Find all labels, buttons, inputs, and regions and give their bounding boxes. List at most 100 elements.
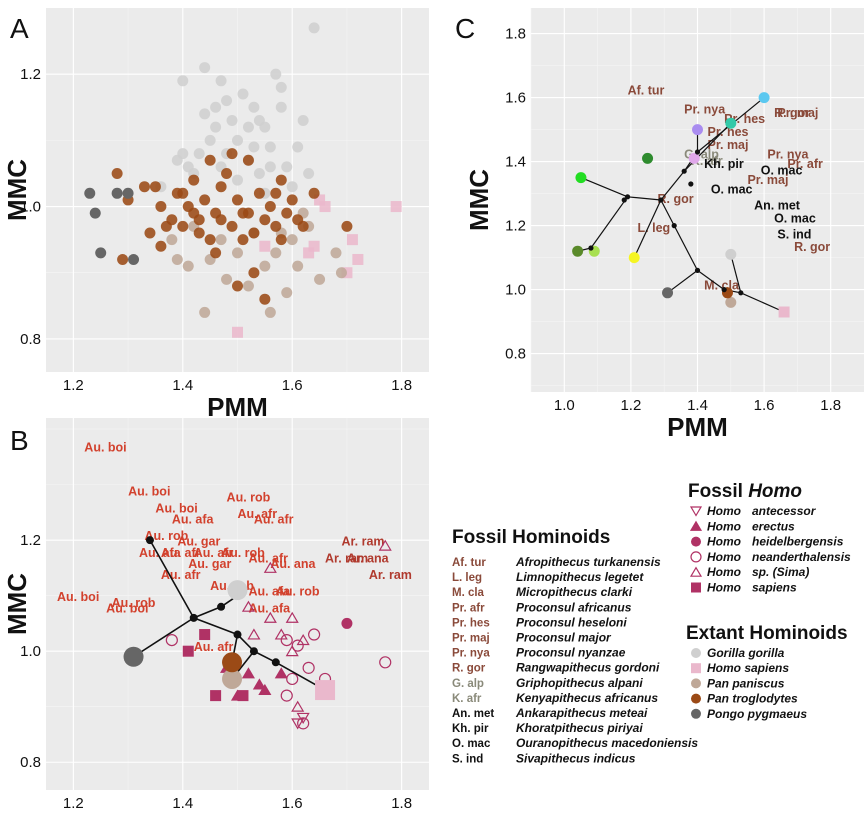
point-gorilla [177, 75, 189, 87]
homo-sima-point [263, 611, 277, 623]
legend-abbr: Kh. pir [452, 723, 489, 735]
x-tick-label: 1.2 [63, 795, 84, 812]
point-troglodytes [188, 207, 200, 219]
taxon-label: Au. boi [84, 440, 126, 454]
extant-mean-pongo [123, 646, 144, 667]
homo-sima-point [263, 561, 277, 573]
legend-extant-label: Gorilla gorilla [707, 646, 785, 660]
taxon-label: Au. afa [248, 585, 291, 599]
x-axis-title: PMM [207, 810, 268, 813]
taxon-label: Au. rob [112, 596, 156, 610]
homo-sapiens-point [237, 690, 249, 702]
tree-edge [193, 606, 222, 619]
point-pongo [89, 207, 101, 219]
legend-name: Kenyapithecus africanus [516, 691, 658, 705]
point-paniscus [166, 234, 178, 246]
legend-marker-homo-0 [689, 506, 703, 517]
point-gorilla [248, 141, 260, 153]
taxon-label: Au. rob [144, 529, 188, 543]
legend-genus: Homo [707, 565, 741, 579]
point-paniscus [314, 273, 326, 285]
homo-sima-point [285, 611, 299, 623]
legend-abbr: K. afr [452, 693, 482, 705]
tree-edge [149, 539, 195, 619]
taxon-label: Au. boi [128, 485, 170, 499]
taxon-label: Au. afr [194, 546, 234, 560]
taxon-label: Au. afr [248, 551, 288, 565]
tree-node [233, 630, 242, 639]
y-tick-label: 1.0 [505, 282, 526, 299]
point-troglodytes [155, 201, 167, 213]
taxon-label: Au. ana [270, 557, 316, 571]
homo-erectus-point [258, 683, 272, 696]
taxon-label: Pr. maj [707, 138, 748, 152]
legend-name: Limnopithecus legetet [516, 570, 644, 584]
point-troglodytes [215, 214, 227, 226]
homo-sima-point [291, 700, 305, 712]
tree-node [217, 602, 226, 611]
point-paniscus [171, 253, 183, 265]
legend-species: antecessor [752, 504, 817, 518]
point-paniscus [330, 247, 342, 259]
legend-abbr: R. gor [452, 663, 486, 675]
taxon-label: O. mac [774, 211, 816, 225]
tree-node [189, 613, 198, 622]
taxon-label: Au. afa [172, 512, 215, 526]
fossil-taxon-point [575, 172, 587, 184]
legend-marker-homo-3 [690, 551, 702, 563]
point-troglodytes [341, 220, 353, 232]
taxon-label: Ar. ram [325, 551, 368, 565]
taxon-label: Pr. afr [787, 157, 823, 171]
legend-name: Khoratpithecus piriyai [516, 721, 643, 735]
point-homo_sapiens_extant [319, 201, 331, 213]
point-troglodytes [149, 181, 161, 193]
point-troglodytes [193, 227, 205, 239]
homo-erectus-point [241, 667, 255, 679]
tree-edge [590, 196, 629, 249]
legend-marker-homo-2 [691, 536, 701, 547]
point-paniscus [335, 267, 347, 279]
point-troglodytes [177, 220, 189, 232]
fossil-taxon-point [628, 252, 640, 264]
point-gorilla [292, 141, 304, 153]
x-axis-title: PMM [667, 412, 728, 442]
y-tick-label: 1.2 [20, 66, 41, 83]
legend-abbr: Pr. afr [452, 602, 485, 614]
taxon-label: O. mac [711, 183, 753, 197]
taxon-label: R. gor [794, 240, 830, 254]
point-gorilla [275, 81, 287, 93]
legend-name: Proconsul heseloni [516, 615, 627, 629]
point-homo_sapiens_extant [314, 194, 326, 206]
point-gorilla [204, 134, 216, 146]
tree-edge [633, 199, 662, 258]
extant-mean-gorilla [725, 248, 737, 260]
point-troglodytes [242, 207, 254, 219]
taxon-label: R. gor [774, 106, 810, 120]
point-gorilla [242, 121, 254, 133]
point-homo_sapiens_extant [352, 253, 364, 265]
point-troglodytes [237, 234, 249, 246]
taxon-label: Au. afr [194, 640, 234, 654]
taxon-label: Au. afa [248, 601, 291, 615]
extant-mean-gorilla [227, 580, 248, 601]
tree-node [271, 658, 280, 667]
legend-name: Proconsul major [516, 631, 612, 645]
homo-sapiens-point [199, 629, 211, 641]
point-troglodytes [226, 220, 238, 232]
point-homo_sapiens_extant [308, 240, 320, 252]
fossil-taxon-point [572, 245, 584, 257]
point-gorilla [199, 108, 211, 120]
legend-abbr: An. met [452, 708, 494, 720]
point-paniscus [232, 247, 243, 259]
legend-abbr: L. leg [452, 572, 482, 584]
legend-abbr: G. alp [452, 678, 484, 690]
legend-abbr: Pr. hes [452, 617, 490, 629]
panel-letter: C [455, 13, 475, 44]
point-gorilla [171, 154, 183, 166]
x-tick-label: 1.6 [282, 377, 303, 394]
tree-node [624, 194, 631, 200]
homo-neanderthalensis-point [302, 661, 315, 674]
point-homo_sapiens_extant [303, 247, 315, 259]
taxon-label: Au. afa [139, 546, 182, 560]
taxon-label: Au. rob [227, 490, 271, 504]
